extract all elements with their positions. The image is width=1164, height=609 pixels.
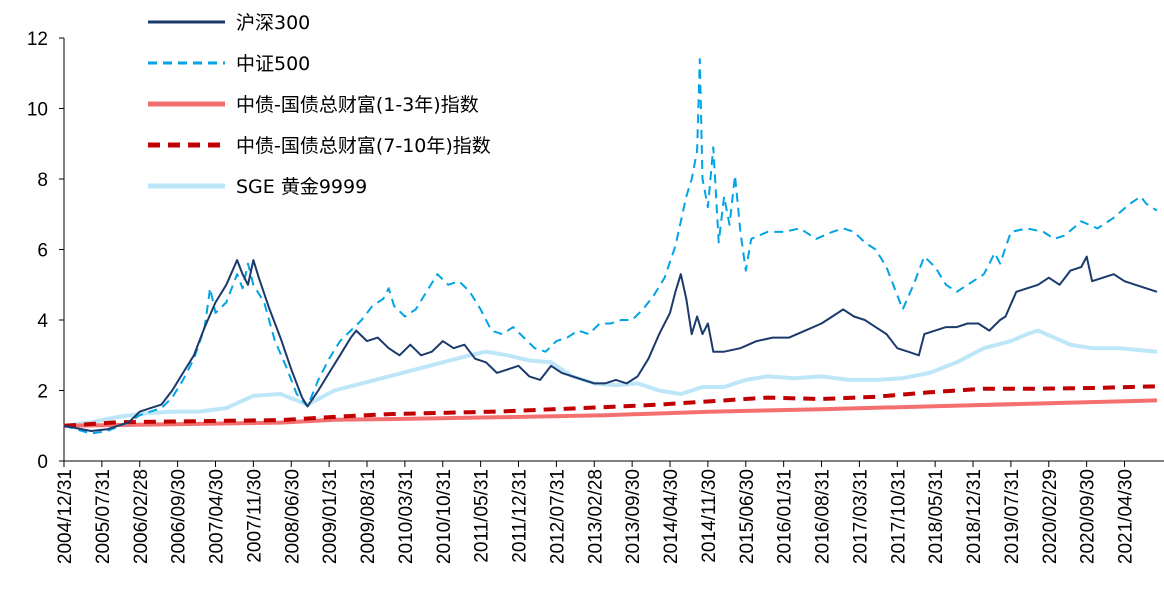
legend-label-2: 中债-国债总财富(1-3年)指数 [236, 94, 479, 116]
legend-label-0: 沪深300 [236, 12, 310, 34]
y-tick-label: 0 [37, 452, 48, 473]
x-tick-label: 2007/04/30 [207, 469, 228, 564]
legend-label-1: 中证500 [236, 53, 310, 75]
x-tick-label: 2017/10/31 [888, 469, 909, 564]
y-tick-label: 6 [37, 241, 48, 262]
x-tick-label: 2020/09/30 [1078, 469, 1099, 564]
x-tick-label: 2017/03/31 [850, 469, 871, 564]
y-tick-label: 4 [37, 311, 48, 332]
x-tick-label: 2011/12/31 [510, 469, 531, 563]
x-tick-label: 2009/01/31 [320, 469, 341, 564]
legend-label-3: 中债-国债总财富(7-10年)指数 [236, 135, 491, 157]
x-tick-label: 2014/11/30 [699, 469, 720, 563]
series-line-3 [63, 384, 1158, 428]
series-group [63, 58, 1158, 435]
series-line-1 [63, 58, 1158, 435]
series-line-4 [63, 328, 1158, 428]
y-tick-label: 12 [27, 29, 48, 50]
y-tick-label: 2 [37, 382, 48, 403]
y-tick-label: 8 [37, 170, 48, 191]
series-line-2 [63, 398, 1158, 428]
x-tick-label: 2020/02/29 [1040, 469, 1061, 564]
x-tick-label: 2010/10/31 [434, 469, 455, 564]
x-tick-label: 2008/06/30 [282, 469, 303, 564]
x-tick-label: 2006/02/28 [131, 469, 152, 564]
x-tick-label: 2015/06/30 [737, 469, 758, 564]
x-tick-label: 2016/01/31 [775, 469, 796, 564]
x-tick-label: 2018/05/31 [926, 469, 947, 564]
y-tick-label: 10 [27, 100, 48, 121]
x-tick-label: 2021/04/30 [1116, 469, 1137, 564]
legend-label-4: SGE 黄金9999 [236, 176, 367, 198]
x-tick-label: 2019/07/31 [1002, 469, 1023, 564]
x-tick-label: 2005/07/31 [93, 469, 114, 564]
x-tick-label: 2006/09/30 [169, 469, 190, 564]
x-tick-label: 2010/03/31 [396, 469, 417, 564]
x-tick-label: 2012/07/31 [547, 469, 568, 564]
legend: 沪深300 中证500 中债-国债总财富(1-3年)指数中债-国债总财富(7-10年… [148, 12, 491, 198]
x-tick-label: 2007/11/30 [244, 469, 265, 563]
series-line-0 [63, 255, 1158, 432]
x-tick-label: 2009/08/31 [358, 469, 379, 564]
x-tick-label: 2016/08/31 [813, 469, 834, 564]
axes-group: 0 2 4 6 8 10 12 2004/12/31 2005/07/31 2006/02/28 2… [27, 29, 1164, 564]
x-tick-label: 2011/05/31 [472, 469, 493, 563]
x-tick-label: 2013/02/28 [585, 469, 606, 564]
x-tick-label: 2014/04/30 [661, 469, 682, 564]
x-tick-label: 2013/09/30 [623, 469, 644, 564]
x-tick-label: 2018/12/31 [964, 469, 985, 564]
x-tick-label: 2004/12/31 [55, 469, 76, 564]
